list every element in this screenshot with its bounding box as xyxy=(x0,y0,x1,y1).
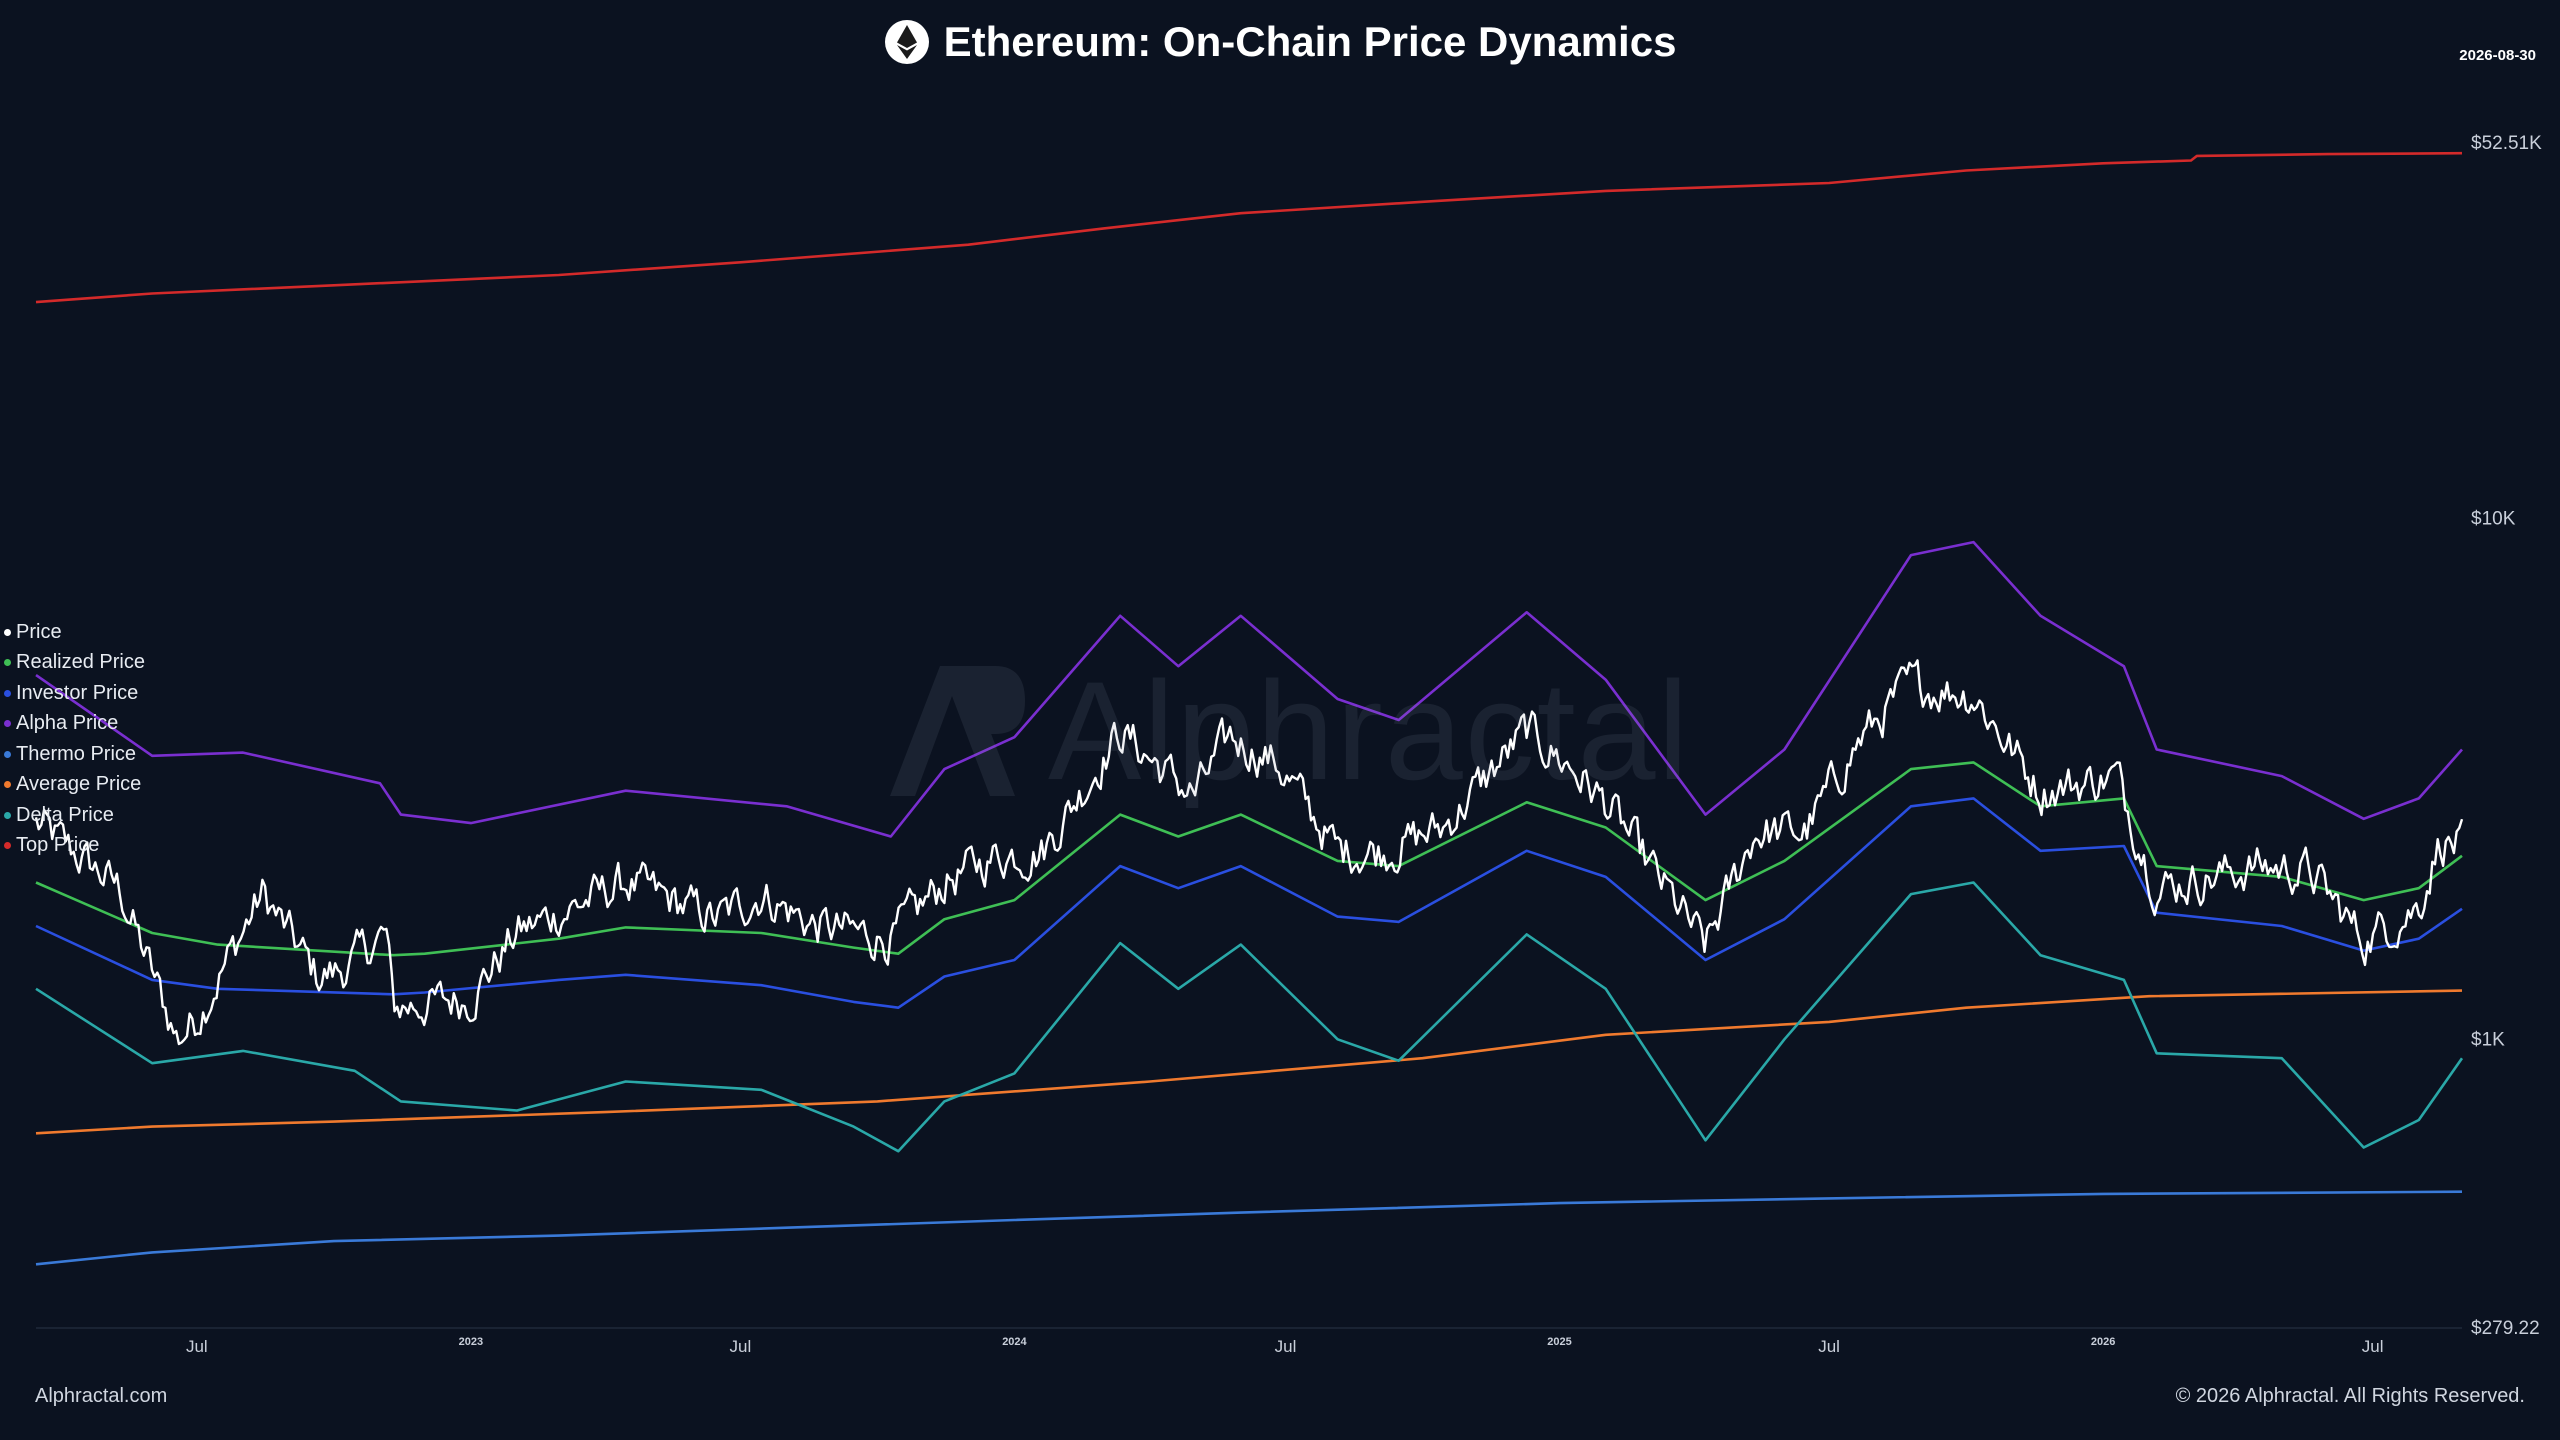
chart-header: Ethereum: On-Chain Price Dynamics xyxy=(0,18,2560,66)
legend-label: Thermo Price xyxy=(16,742,137,765)
legend-item-thermo-price[interactable]: Thermo Price xyxy=(4,739,145,770)
site-credit: Alphractal.com xyxy=(35,1385,168,1407)
legend-swatch xyxy=(4,842,11,850)
x-tick-label: Jul xyxy=(186,1337,208,1356)
series-line-top-price xyxy=(35,151,2463,304)
legend-swatch xyxy=(4,811,11,819)
legend-swatch xyxy=(4,628,11,636)
legend-label: Realized Price xyxy=(16,651,145,674)
legend-item-alpha-price[interactable]: Alpha Price xyxy=(4,709,145,740)
legend-label: Average Price xyxy=(16,773,142,796)
series-line-realized-price xyxy=(35,761,2463,957)
series-line-average-price xyxy=(35,989,2463,1135)
watermark: Alphractal xyxy=(880,650,1691,812)
chart-series xyxy=(34,151,2464,1266)
legend-label: Price xyxy=(16,620,62,643)
x-tick-label: 2023 xyxy=(459,1336,483,1348)
legend-item-top-price[interactable]: Top Price xyxy=(4,831,145,862)
x-tick-label: Jul xyxy=(730,1337,752,1356)
legend-label: Top Price xyxy=(16,834,100,857)
watermark-text: Alphractal xyxy=(1048,652,1691,809)
series-line-delta-price xyxy=(35,881,2464,1153)
alphractal-logo-icon xyxy=(890,666,1025,796)
legend-label: Investor Price xyxy=(16,681,139,704)
x-tick-label: 2024 xyxy=(1002,1336,1027,1348)
y-axis-ticks: $52.51K $10K $1K $279.22 xyxy=(2471,133,2542,1339)
legend-swatch xyxy=(4,689,11,697)
legend-label: Alpha Price xyxy=(16,712,119,735)
y-tick-label: $10K xyxy=(2471,508,2516,529)
legend-item-realized-price[interactable]: Realized Price xyxy=(4,648,145,679)
legend-item-delta-price[interactable]: Delta Price xyxy=(4,800,145,831)
y-tick-label: $279.22 xyxy=(2471,1318,2540,1339)
date-label: 2026-08-30 xyxy=(2459,47,2536,64)
legend-swatch xyxy=(4,750,11,758)
x-tick-label: 2026 xyxy=(2091,1336,2115,1348)
y-tick-label: $52.51K xyxy=(2471,133,2542,154)
chart-title: Ethereum: On-Chain Price Dynamics xyxy=(943,18,1677,65)
chart-legend: Price Realized Price Investor Price Alpha P… xyxy=(4,617,145,861)
series-line-thermo-price xyxy=(35,1190,2463,1266)
x-tick-label: Jul xyxy=(1275,1337,1297,1356)
x-tick-label: Jul xyxy=(2362,1337,2384,1356)
x-tick-label: Jul xyxy=(1818,1337,1840,1356)
series-line-price xyxy=(34,659,2464,1046)
legend-swatch xyxy=(4,659,11,667)
series-line-investor-price xyxy=(35,797,2463,1009)
legend-label: Delta Price xyxy=(16,803,114,826)
legend-swatch xyxy=(4,781,11,789)
legend-swatch xyxy=(4,720,11,728)
x-tick-label: 2025 xyxy=(1547,1336,1571,1348)
legend-item-investor-price[interactable]: Investor Price xyxy=(4,678,145,709)
copyright-notice: © 2026 Alphractal. All Rights Reserved. xyxy=(2175,1385,2525,1407)
legend-item-price[interactable]: Price xyxy=(4,617,145,648)
legend-item-average-price[interactable]: Average Price xyxy=(4,770,145,801)
x-axis-ticks: Jul 2023 Jul 2024 Jul 2025 Jul 2026 Jul xyxy=(186,1336,2384,1356)
ethereum-logo-icon xyxy=(884,20,929,64)
y-tick-label: $1K xyxy=(2471,1029,2505,1050)
series-line-alpha-price xyxy=(35,540,2463,838)
